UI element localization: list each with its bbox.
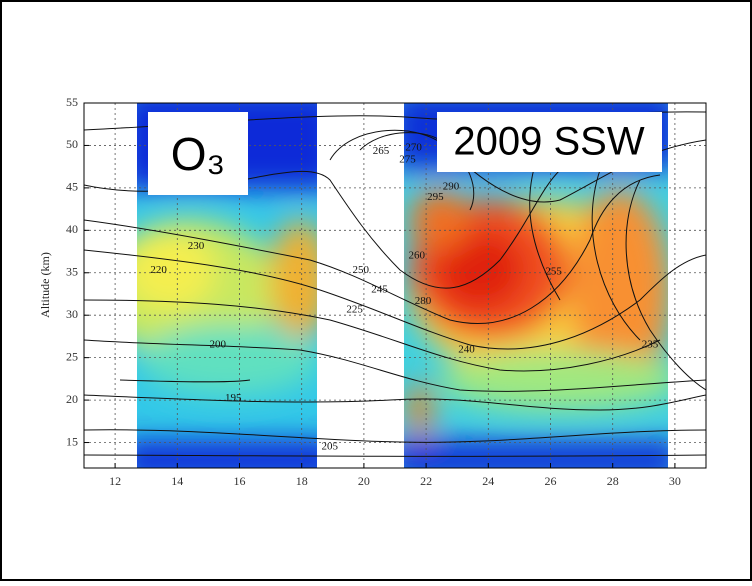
contour-label: 255 bbox=[545, 265, 562, 277]
y-tick-label: 45 bbox=[66, 180, 78, 194]
contour-lines bbox=[84, 111, 706, 457]
event-label: 2009 SSW bbox=[453, 120, 644, 164]
contour-label: 220 bbox=[150, 264, 167, 276]
contour-label: 205 bbox=[321, 440, 338, 452]
species-label: O₃ bbox=[171, 128, 226, 180]
contour-label: 275 bbox=[399, 153, 416, 165]
x-tick-label: 24 bbox=[482, 474, 494, 488]
contour-label: 230 bbox=[188, 240, 205, 252]
plot-border bbox=[83, 102, 707, 469]
y-axis-label: Altitude (km) bbox=[38, 252, 52, 318]
contour-label: 265 bbox=[373, 145, 390, 157]
contour-label: 295 bbox=[427, 191, 444, 203]
x-tick-label: 22 bbox=[420, 474, 432, 488]
y-tick-label: 25 bbox=[66, 349, 78, 363]
x-tick-label: 30 bbox=[669, 474, 681, 488]
y-tick-label: 40 bbox=[66, 222, 78, 236]
x-tick-label: 26 bbox=[545, 474, 557, 488]
contour-label: 200 bbox=[209, 338, 226, 350]
y-tick-label: 15 bbox=[66, 434, 78, 448]
contour-label: 240 bbox=[458, 344, 475, 356]
x-tick-label: 28 bbox=[607, 474, 619, 488]
x-tick-label: 16 bbox=[234, 474, 246, 488]
contour-label: 260 bbox=[409, 249, 426, 261]
contour-label: 235 bbox=[642, 338, 659, 350]
y-tick-label: 35 bbox=[66, 265, 78, 279]
x-tick-label: 18 bbox=[296, 474, 308, 488]
y-tick-label: 50 bbox=[66, 137, 78, 151]
event-box bbox=[437, 112, 662, 172]
y-tick-label: 30 bbox=[66, 307, 78, 321]
contour-label: 250 bbox=[353, 264, 370, 276]
y-tick-label: 55 bbox=[66, 95, 78, 109]
contour-label: 245 bbox=[371, 283, 388, 295]
x-tick-label: 12 bbox=[109, 474, 121, 488]
contour-label: 290 bbox=[443, 181, 460, 193]
x-tick-label: 20 bbox=[358, 474, 370, 488]
x-tick-label: 14 bbox=[171, 474, 183, 488]
y-tick-label: 20 bbox=[66, 392, 78, 406]
contour-label: 280 bbox=[415, 295, 432, 307]
contour-label: 270 bbox=[405, 142, 422, 154]
species-box bbox=[148, 112, 248, 195]
contour-label: 195 bbox=[225, 392, 242, 404]
contour-label: 225 bbox=[346, 304, 363, 316]
